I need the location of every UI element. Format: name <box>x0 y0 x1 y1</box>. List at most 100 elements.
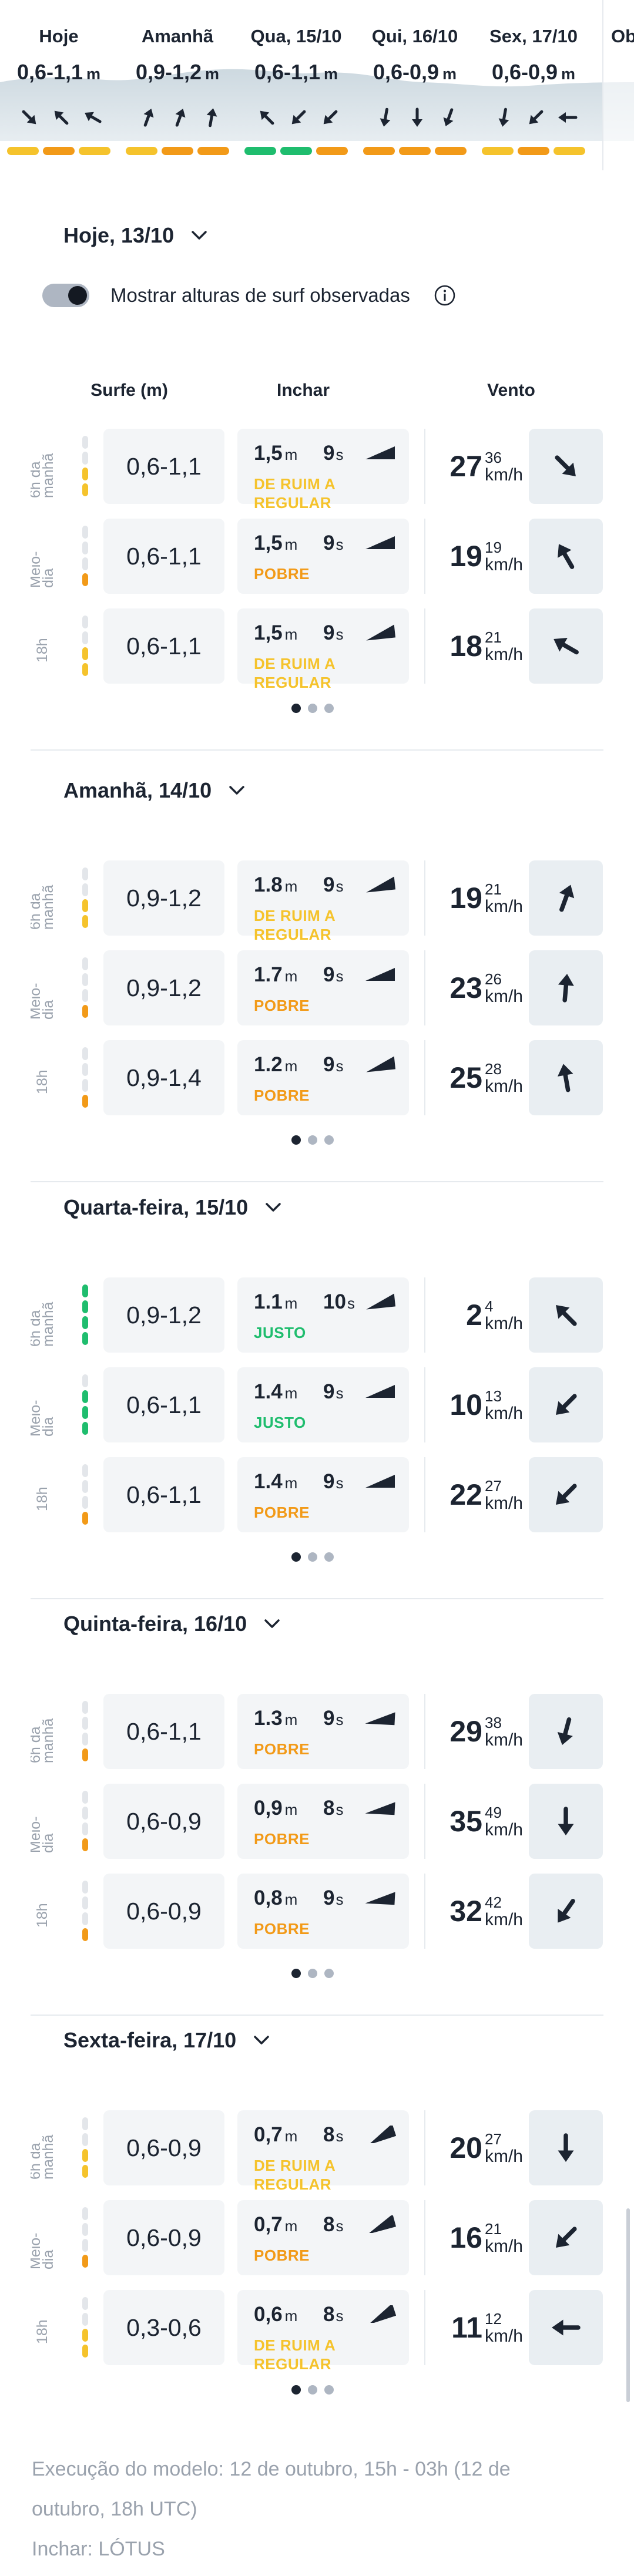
swell-direction-icon <box>365 1802 395 1815</box>
time-label-line-1: 6h da <box>31 1310 43 1347</box>
strip-day-3[interactable]: Qui, 16/10 0,6-0,9 m <box>356 0 474 170</box>
swell-period: 9s <box>323 442 343 465</box>
scrollbar[interactable] <box>626 2208 630 2402</box>
strip-arrow-wrap <box>556 106 579 129</box>
swell-height: 1.4 m <box>254 1380 297 1404</box>
surf-rating-line-1: POBRE <box>254 997 310 1014</box>
strip-arrow-wrap <box>18 106 41 129</box>
carousel-dot[interactable] <box>291 1135 301 1145</box>
meter-segment <box>82 2117 88 2130</box>
next-day-card-partial[interactable] <box>602 0 634 170</box>
wind-speed-group: 25 28 km/h <box>435 1040 523 1115</box>
chevron-down-icon[interactable] <box>227 781 247 801</box>
forecast-row[interactable]: 18h 0,6-1,1 1,5 m 9s DE RUIM A REGULAR 18 21 km/h <box>0 608 634 691</box>
surf-height: 0,6-0,9 <box>103 2110 224 2185</box>
wind-gust: 4 <box>484 1297 494 1315</box>
carousel-dot[interactable] <box>308 1135 317 1145</box>
day-header[interactable]: Quarta-feira, 15/10 <box>63 1195 283 1220</box>
day-header[interactable]: Hoje, 13/10 <box>63 223 209 248</box>
carousel-dot[interactable] <box>291 1969 301 1978</box>
wind-speed: 25 <box>449 1061 482 1094</box>
meter-segment <box>82 1748 88 1761</box>
swell-height-unit: m <box>284 446 298 463</box>
forecast-row[interactable]: Meio-dia 0,6-0,9 0,7 m 8s POBRE 16 21 km/h <box>0 2200 634 2275</box>
strip-day-0[interactable]: Hoje 0,6-1,1 m <box>0 0 118 170</box>
day-header[interactable]: Quinta-feira, 16/10 <box>63 1612 282 1636</box>
strip-wind-arrows <box>356 103 474 130</box>
swell-period-value: 8 <box>323 2123 335 2146</box>
carousel-dot[interactable] <box>291 1552 301 1562</box>
carousel-dot[interactable] <box>308 704 317 713</box>
surf-rating: JUSTO <box>254 1413 306 1432</box>
strip-day-1[interactable]: Amanhã 0,9-1,2 m <box>119 0 236 170</box>
wind-speed-group: 29 38 km/h <box>435 1694 523 1769</box>
rating-meter <box>82 2117 88 2178</box>
forecast-row[interactable]: Meio-dia 0,9-1,2 1.7 m 9s POBRE 23 26 km/h <box>0 950 634 1025</box>
swell-period-unit: s <box>336 1384 344 1402</box>
swell-direction-icon <box>366 876 396 893</box>
time-label-line-1: 6h da <box>31 893 43 930</box>
carousel-dot[interactable] <box>324 1552 334 1562</box>
carousel-dot[interactable] <box>324 1969 334 1978</box>
wind-direction-tile <box>529 1040 603 1115</box>
forecast-row[interactable]: 18h 0,6-0,9 0,8 m 9s POBRE 32 42 km/h <box>0 1874 634 1949</box>
wind-side: 27 km/h <box>485 2130 523 2165</box>
strip-arrow-wrap <box>81 106 105 129</box>
observed-heights-switch[interactable] <box>42 284 89 307</box>
day-title: Sexta-feira, 17/10 <box>63 2028 237 2052</box>
swell-height-unit: m <box>284 877 298 895</box>
chevron-down-icon[interactable] <box>251 2030 271 2050</box>
forecast-row[interactable]: 6h da manhã 0,9-1,2 1.1 m 10s JUSTO 2 4 km/h <box>0 1277 634 1353</box>
wind-speed: 22 <box>449 1478 482 1511</box>
chevron-down-icon[interactable] <box>262 1614 282 1634</box>
forecast-row[interactable]: 18h 0,3-0,6 0,6 m 8s DE RUIM A REGULAR 11 12 km/h <box>0 2290 634 2373</box>
meter-segment <box>82 647 88 660</box>
strip-day-4[interactable]: Sex, 17/10 0,6-0,9 m <box>475 0 592 170</box>
swell-card: 1.3 m 9s POBRE <box>237 1694 409 1769</box>
surf-rating: POBRE <box>254 564 310 583</box>
day-header[interactable]: Sexta-feira, 17/10 <box>63 2028 271 2053</box>
wind-side: 27 km/h <box>485 1477 523 1512</box>
carousel-dot[interactable] <box>308 1552 317 1562</box>
meter-segment <box>82 2313 88 2326</box>
forecast-row[interactable]: 6h da manhã 0,6-0,9 0,7 m 8s DE RUIM A REGULAR 2… <box>0 2110 634 2193</box>
day-header[interactable]: Amanhã, 14/10 <box>63 778 247 803</box>
strip-day-2[interactable]: Qua, 15/10 0,6-1,1 m <box>237 0 355 170</box>
forecast-row[interactable]: 6h da manhã 0,9-1,2 1.8 m 9s DE RUIM A REGULAR 1… <box>0 860 634 943</box>
swell-period-unit: s <box>336 1057 344 1075</box>
forecast-row[interactable]: 18h 0,9-1,4 1.2 m 9s POBRE 25 28 km/h <box>0 1040 634 1115</box>
carousel-dot[interactable] <box>324 704 334 713</box>
carousel-dot[interactable] <box>291 704 301 713</box>
meter-segment <box>82 2297 88 2310</box>
carousel-dot[interactable] <box>324 1135 334 1145</box>
carousel-dot[interactable] <box>308 1969 317 1978</box>
wind-gust: 21 <box>484 880 502 898</box>
strip-arrow-wrap <box>136 106 160 129</box>
forecast-row[interactable]: Meio-dia 0,6-1,1 1,5 m 9s POBRE 19 19 km/h <box>0 519 634 594</box>
swell-card: 1,5 m 9s DE RUIM A REGULAR <box>237 608 409 691</box>
wind-side: 38 km/h <box>485 1714 523 1749</box>
strip-range-unit: m <box>324 65 338 83</box>
swell-model-line: Inchar: LÓTUS <box>32 2538 165 2560</box>
chevron-down-icon[interactable] <box>263 1198 283 1218</box>
rating-bar <box>399 147 431 155</box>
forecast-row[interactable]: Meio-dia 0,6-0,9 0,9 m 8s POBRE 35 49 km/h <box>0 1784 634 1859</box>
strip-day-range: 0,6-1,1 m <box>237 60 355 85</box>
forecast-row[interactable]: 6h da manhã 0,6-1,1 1.3 m 9s POBRE 29 38 km/h <box>0 1694 634 1769</box>
surf-rating-line-1: POBRE <box>254 1830 310 1848</box>
info-icon[interactable] <box>434 284 456 307</box>
time-label-line-1: Meio- <box>31 551 43 588</box>
surf-rating: DE RUIM A REGULAR <box>254 475 336 512</box>
carousel-dot[interactable] <box>308 2385 317 2395</box>
time-of-day-label: 18h <box>34 1487 51 1511</box>
carousel-dot[interactable] <box>324 2385 334 2395</box>
swell-period-value: 9 <box>323 963 335 986</box>
forecast-row[interactable]: Meio-dia 0,6-1,1 1.4 m 9s JUSTO 10 13 km/h <box>0 1367 634 1442</box>
forecast-row[interactable]: 6h da manhã 0,6-1,1 1,5 m 9s DE RUIM A REGULAR 2… <box>0 429 634 512</box>
swell-direction-icon <box>366 1293 396 1310</box>
chevron-down-icon[interactable] <box>189 226 209 246</box>
strip-day-range: 0,6-0,9 m <box>356 60 474 85</box>
carousel-dot[interactable] <box>291 2385 301 2395</box>
meter-segment <box>82 452 88 465</box>
forecast-row[interactable]: 18h 0,6-1,1 1.4 m 9s POBRE 22 27 km/h <box>0 1457 634 1532</box>
